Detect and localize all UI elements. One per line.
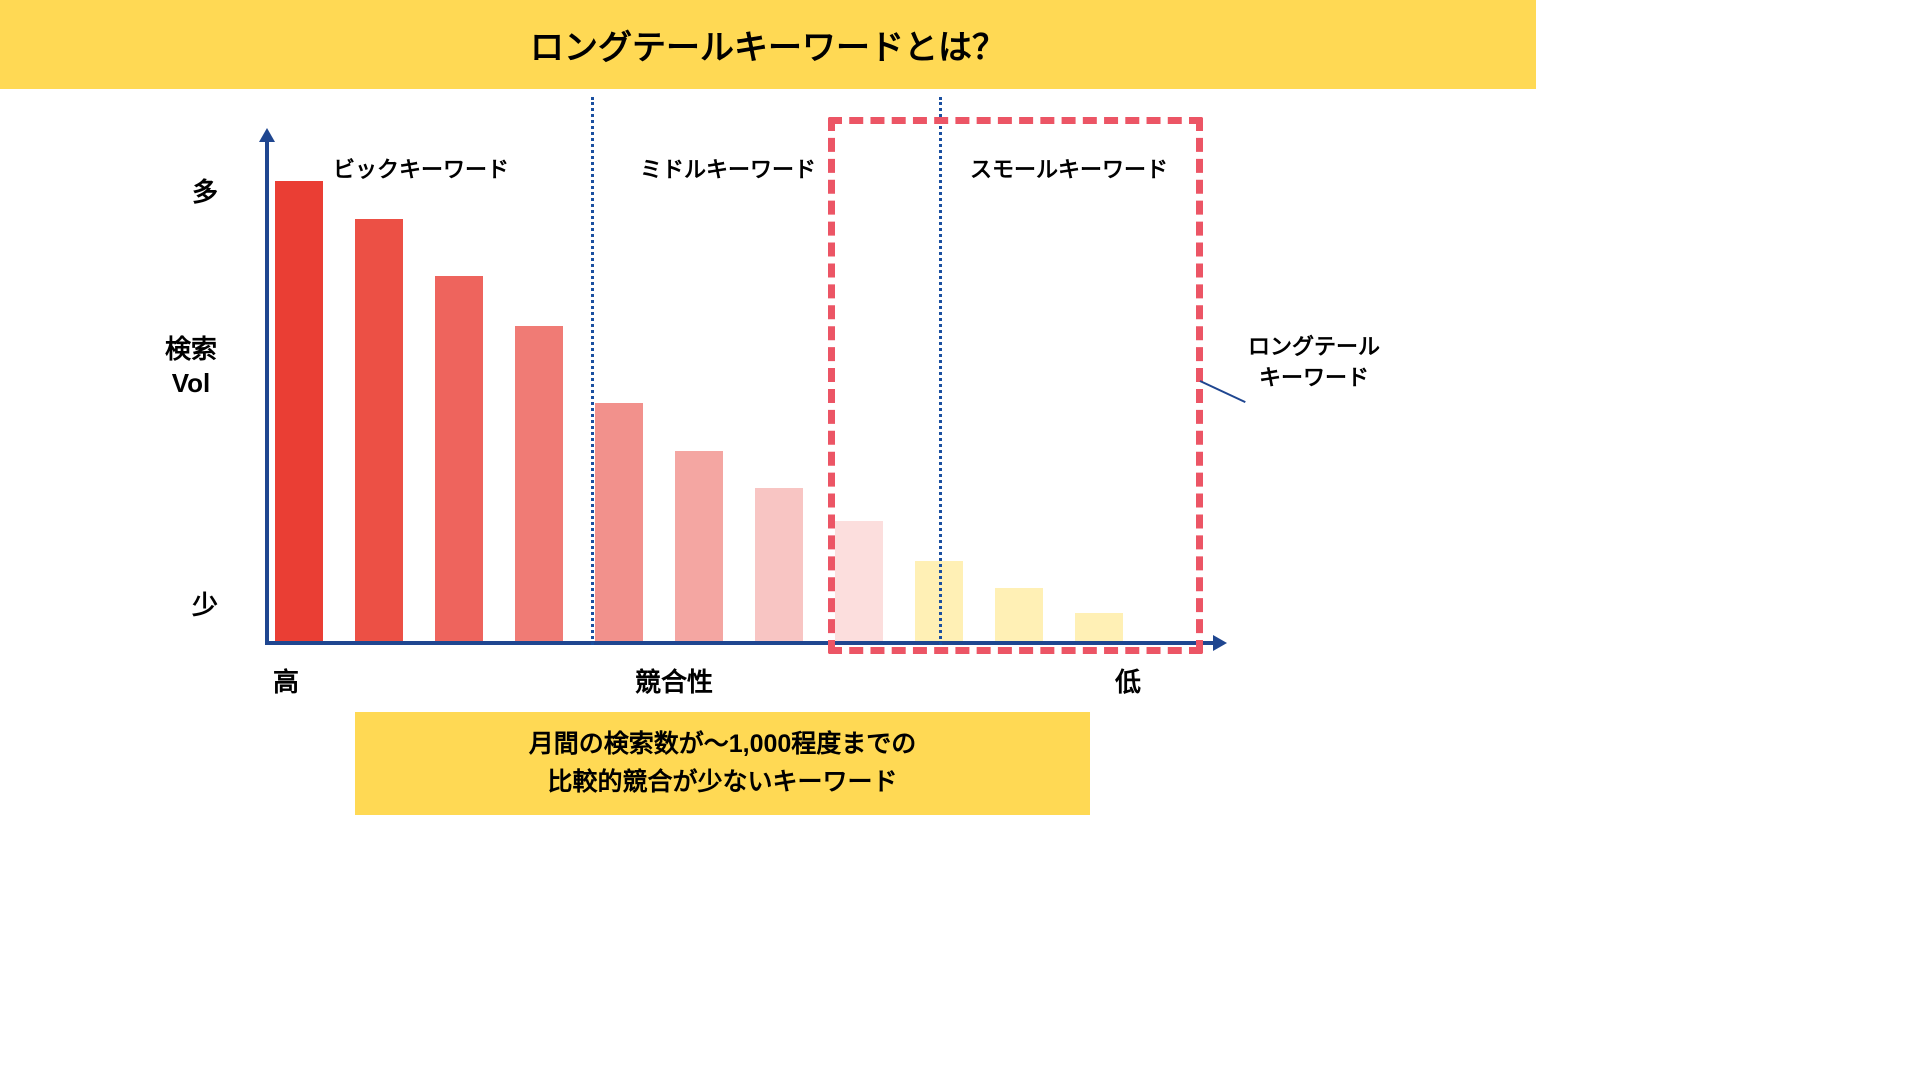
bar-5 [595,403,643,641]
y-axis-title-line2: Vol [172,368,211,398]
callout-line-icon [1200,380,1246,403]
x-label-low: 低 [1115,662,1141,699]
y-axis-arrow-icon [259,128,275,142]
bottom-caption: 月間の検索数が〜1,000程度までの 比較的競合が少ないキーワード [355,712,1090,815]
bar-7 [755,488,803,641]
y-axis [265,140,269,645]
callout-label: ロングテール キーワード [1248,332,1380,394]
bar-4 [515,326,563,641]
x-label-high: 高 [273,662,299,699]
x-axis-arrow-icon [1213,635,1227,651]
x-axis-title: 競合性 [635,662,713,699]
bar-3 [435,276,483,641]
title-bar: ロングテールキーワードとは？ [0,0,1536,89]
section-label-middle: ミドルキーワード [640,152,816,184]
caption-line2: 比較的競合が少ないキーワード [547,768,897,796]
callout-line2: キーワード [1259,365,1369,390]
section-label-big: ビックキーワード [333,152,509,184]
callout-line1: ロングテール [1248,334,1380,359]
y-label-low: 少 [192,585,218,622]
section-label-small: スモールキーワード [970,152,1168,184]
y-axis-title: 検索 Vol [165,333,217,401]
divider-line-1 [591,97,594,645]
y-label-high: 多 [192,172,218,209]
bar-6 [675,451,723,641]
caption-line1: 月間の検索数が〜1,000程度までの [529,730,917,758]
long-tail-highlight-box [828,117,1203,654]
bar-2 [355,219,403,641]
y-axis-title-line1: 検索 [165,334,217,364]
bar-1 [275,181,323,641]
